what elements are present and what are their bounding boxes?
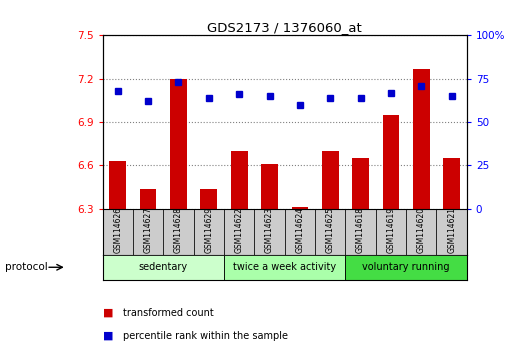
Text: GSM114620: GSM114620 xyxy=(417,206,426,253)
Bar xyxy=(322,151,339,209)
Text: GSM114622: GSM114622 xyxy=(234,207,244,252)
Text: GSM114624: GSM114624 xyxy=(295,206,304,253)
Bar xyxy=(170,79,187,209)
Bar xyxy=(163,209,194,255)
Text: sedentary: sedentary xyxy=(139,262,188,272)
Text: ■: ■ xyxy=(103,331,113,341)
Bar xyxy=(352,158,369,209)
Text: GSM114627: GSM114627 xyxy=(144,206,153,253)
Text: ■: ■ xyxy=(103,308,113,318)
Bar xyxy=(443,158,460,209)
Text: GSM114625: GSM114625 xyxy=(326,206,335,253)
Bar xyxy=(201,189,217,209)
Bar xyxy=(406,209,437,255)
Bar xyxy=(109,161,126,209)
Bar xyxy=(254,209,285,255)
Text: GSM114626: GSM114626 xyxy=(113,206,122,253)
Text: protocol: protocol xyxy=(5,262,48,272)
Bar xyxy=(140,189,156,209)
Bar xyxy=(291,207,308,209)
Bar xyxy=(231,151,248,209)
Bar xyxy=(224,255,345,280)
Bar xyxy=(133,209,163,255)
Bar xyxy=(224,209,254,255)
Bar xyxy=(261,164,278,209)
Bar xyxy=(383,115,399,209)
Text: twice a week activity: twice a week activity xyxy=(233,262,337,272)
Bar xyxy=(345,255,467,280)
Text: voluntary running: voluntary running xyxy=(362,262,450,272)
Text: GSM114619: GSM114619 xyxy=(386,206,396,253)
Text: GSM114623: GSM114623 xyxy=(265,206,274,253)
Text: GSM114628: GSM114628 xyxy=(174,207,183,252)
Text: transformed count: transformed count xyxy=(123,308,214,318)
Bar xyxy=(413,69,430,209)
Text: percentile rank within the sample: percentile rank within the sample xyxy=(123,331,288,341)
Title: GDS2173 / 1376060_at: GDS2173 / 1376060_at xyxy=(207,21,362,34)
Text: GSM114618: GSM114618 xyxy=(356,207,365,252)
Bar xyxy=(103,255,224,280)
Text: GSM114629: GSM114629 xyxy=(204,206,213,253)
Bar xyxy=(194,209,224,255)
Bar xyxy=(315,209,345,255)
Bar xyxy=(285,209,315,255)
Bar xyxy=(103,209,133,255)
Bar xyxy=(437,209,467,255)
Text: GSM114621: GSM114621 xyxy=(447,207,456,252)
Bar xyxy=(376,209,406,255)
Bar xyxy=(345,209,376,255)
